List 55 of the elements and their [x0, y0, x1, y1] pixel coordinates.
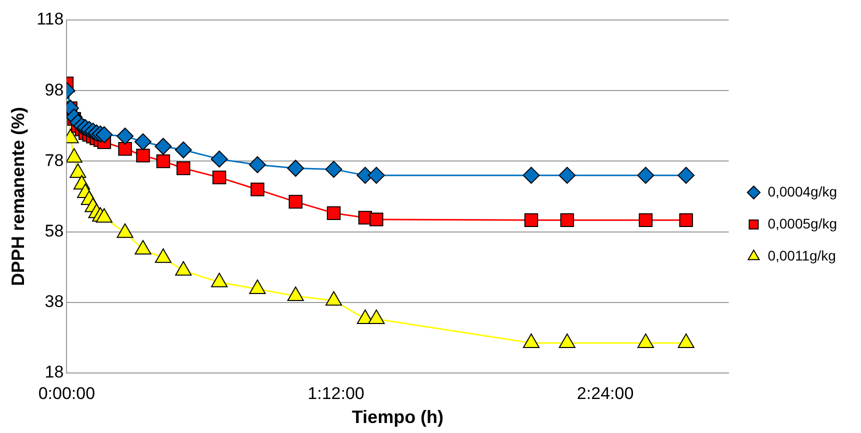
- point: [116, 128, 134, 145]
- legend-label: 0,0011g/kg: [768, 247, 836, 264]
- point: [175, 261, 192, 276]
- y-tick-label: 78: [44, 150, 64, 170]
- point: [134, 133, 152, 150]
- x-tick-label: 0:00:00: [38, 384, 96, 403]
- y-tick-label: 38: [44, 292, 64, 312]
- point: [212, 170, 226, 184]
- point: [370, 212, 384, 226]
- legend-label: 0,0005g/kg: [768, 215, 838, 232]
- point: [116, 223, 134, 238]
- point: [637, 166, 654, 184]
- point: [637, 333, 654, 348]
- point: [96, 208, 112, 223]
- point: [156, 154, 170, 168]
- point: [325, 160, 342, 178]
- x-axis-title: Tiempo (h): [352, 407, 444, 428]
- y-tick-label: 18: [44, 362, 64, 382]
- point: [249, 279, 266, 294]
- y-tick-label: 118: [36, 10, 64, 29]
- point: [678, 166, 695, 184]
- point: [560, 213, 574, 228]
- point: [210, 150, 228, 168]
- point: [326, 206, 341, 220]
- point: [176, 161, 190, 176]
- point: [638, 213, 653, 228]
- point: [522, 166, 540, 184]
- point: [96, 126, 113, 144]
- y-axis-title: DPPH remanente (%): [8, 106, 28, 286]
- point: [522, 333, 540, 348]
- point: [287, 286, 304, 302]
- point: [287, 160, 304, 177]
- y-tick-label: 58: [44, 221, 64, 240]
- point: [288, 194, 302, 209]
- point: [248, 156, 266, 174]
- point: [558, 166, 576, 184]
- point: [524, 213, 538, 228]
- point: [679, 213, 693, 228]
- point: [118, 142, 132, 156]
- point: [154, 138, 172, 155]
- x-tick-label: 2:24:00: [576, 384, 634, 403]
- legend-label: 0,0004g/kg: [768, 183, 838, 200]
- point: [211, 272, 228, 288]
- y-tick-label: 98: [44, 80, 64, 100]
- point: [154, 248, 172, 263]
- x-tick-label: 1:12:00: [308, 384, 364, 403]
- point: [678, 333, 694, 348]
- point: [136, 148, 150, 162]
- point: [174, 141, 192, 158]
- point: [325, 291, 342, 306]
- point: [368, 309, 385, 324]
- point: [250, 182, 264, 196]
- point: [558, 333, 576, 348]
- point: [134, 240, 152, 254]
- point: [368, 166, 385, 184]
